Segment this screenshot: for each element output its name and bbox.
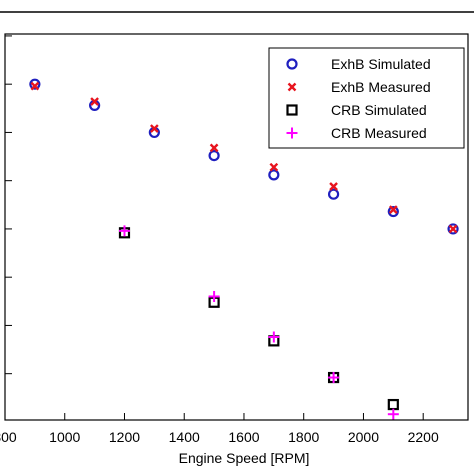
legend-label-exhb-measured: ExhB Measured: [331, 79, 431, 95]
exhb-simulated-point: [208, 149, 220, 162]
x-tick-label: 800: [0, 429, 17, 445]
exhb-simulated-point: [327, 188, 340, 200]
exhb-simulated-point: [29, 78, 41, 90]
crb-measured-point: [208, 290, 220, 302]
exhb-measured-point: [209, 143, 219, 153]
exhb-measured-point: [448, 224, 458, 234]
plot-frame: [4, 33, 469, 421]
legend-marker-exhb-measured: [287, 82, 297, 92]
exhb-measured-point: [90, 97, 99, 106]
x-tick-label: 1200: [109, 429, 140, 445]
exhb-simulated-point: [387, 205, 399, 218]
exhb-simulated-point: [447, 223, 459, 235]
x-axis-label: Engine Speed [RPM]: [179, 450, 310, 466]
legend-marker-exhb-simulated: [286, 58, 298, 70]
legend-label-crb-measured: CRB Measured: [331, 125, 427, 141]
exhb-simulated-point: [268, 169, 280, 181]
legend-label-exhb-simulated: ExhB Simulated: [331, 56, 431, 72]
y-axis-ticks: [5, 35, 12, 375]
exhb-measured-point: [150, 124, 159, 133]
x-tick-label: 1600: [228, 429, 259, 445]
x-tick-label: 2200: [408, 429, 439, 445]
data-marks: [29, 78, 459, 420]
crb-measured-point: [118, 225, 130, 237]
legend: ExhB Simulated ExhB Measured CRB Simulated…: [268, 47, 465, 149]
legend-label-crb-simulated: CRB Simulated: [331, 102, 427, 118]
legend-marker-crb-measured: [286, 127, 298, 139]
x-tick-label: 1400: [169, 429, 200, 445]
crb-measured-point: [268, 331, 280, 343]
crb-measured-point: [328, 372, 340, 384]
exhb-measured-point: [329, 182, 338, 191]
crb-measured-point: [387, 408, 399, 420]
x-tick-label: 1800: [288, 429, 319, 445]
legend-box: [268, 47, 465, 149]
exhb-measured-point: [30, 81, 40, 91]
x-tick-label: 1000: [49, 429, 80, 445]
exhb-measured-point: [388, 205, 398, 214]
exhb-measured-point: [269, 162, 279, 172]
x-tick-label: 2000: [348, 429, 379, 445]
legend-marker-crb-simulated: [286, 104, 298, 116]
